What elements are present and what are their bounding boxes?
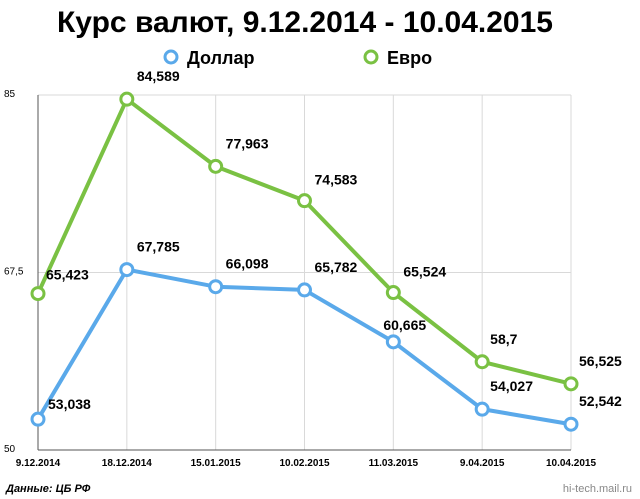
x-tick-label: 18.12.2014 [102,458,152,469]
legend-marker-euro [363,49,379,65]
data-label-euro: 65,524 [403,264,446,280]
data-point-euro [208,158,224,174]
data-label-euro: 74,583 [315,172,358,188]
data-label-dollar: 66,098 [226,256,269,272]
data-label-euro: 84,589 [137,68,180,84]
data-point-dollar [119,262,135,278]
data-point-euro [297,193,312,209]
data-point-euro [30,286,46,302]
data-label-dollar: 53,038 [48,396,91,412]
x-tick-label: 10.02.2015 [279,458,329,469]
source-note: Данные: ЦБ РФ [5,483,91,495]
y-tick-label: 85 [4,89,16,100]
legend: Доллар Евро [163,48,432,68]
data-point-euro [474,354,490,370]
chart-title: Курс валют, 9.12.2014 - 10.04.2015 [57,6,553,39]
data-point-dollar [563,416,579,432]
data-label-dollar: 65,782 [315,259,358,275]
data-point-dollar [208,279,224,295]
y-tick-label: 67,5 [4,267,24,278]
data-label-euro: 56,525 [579,353,622,369]
y-tick-label: 50 [4,444,16,455]
x-tick-label: 11.03.2015 [369,458,419,469]
legend-label-euro: Евро [387,48,432,68]
data-label-dollar: 67,785 [137,239,180,255]
grid [37,94,572,451]
watermark: hi-tech.mail.ru [563,483,632,495]
data-point-dollar [30,411,46,427]
data-point-dollar [474,401,490,417]
data-labels: 53,038 67,785 66,098 65,782 60,665 54,027 52,5… [46,68,622,412]
data-label-euro: 77,963 [226,135,269,151]
x-tick-label: 9.04.2015 [460,458,505,469]
data-point-euro [119,91,135,107]
data-point-euro [385,285,401,301]
data-point-euro [563,376,579,392]
data-label-euro: 58,7 [490,331,517,347]
x-tick-label: 10.04.2015 [546,458,596,469]
legend-marker-dollar [163,49,179,65]
data-label-dollar: 52,542 [579,393,622,409]
x-axis-ticks: 9.12.2014 18.12.2014 15.01.2015 10.02.2015 1… [16,458,597,469]
data-label-euro: 65,423 [46,267,89,283]
x-tick-label: 15.01.2015 [191,458,241,469]
data-label-dollar: 60,665 [383,317,426,333]
data-point-dollar [297,282,312,298]
legend-label-dollar: Доллар [187,48,254,68]
series-points [30,91,579,432]
y-axis-ticks: 50 67,5 85 [4,89,24,455]
data-point-dollar [385,334,401,350]
data-label-dollar: 54,027 [490,378,533,394]
x-tick-label: 9.12.2014 [16,458,61,469]
